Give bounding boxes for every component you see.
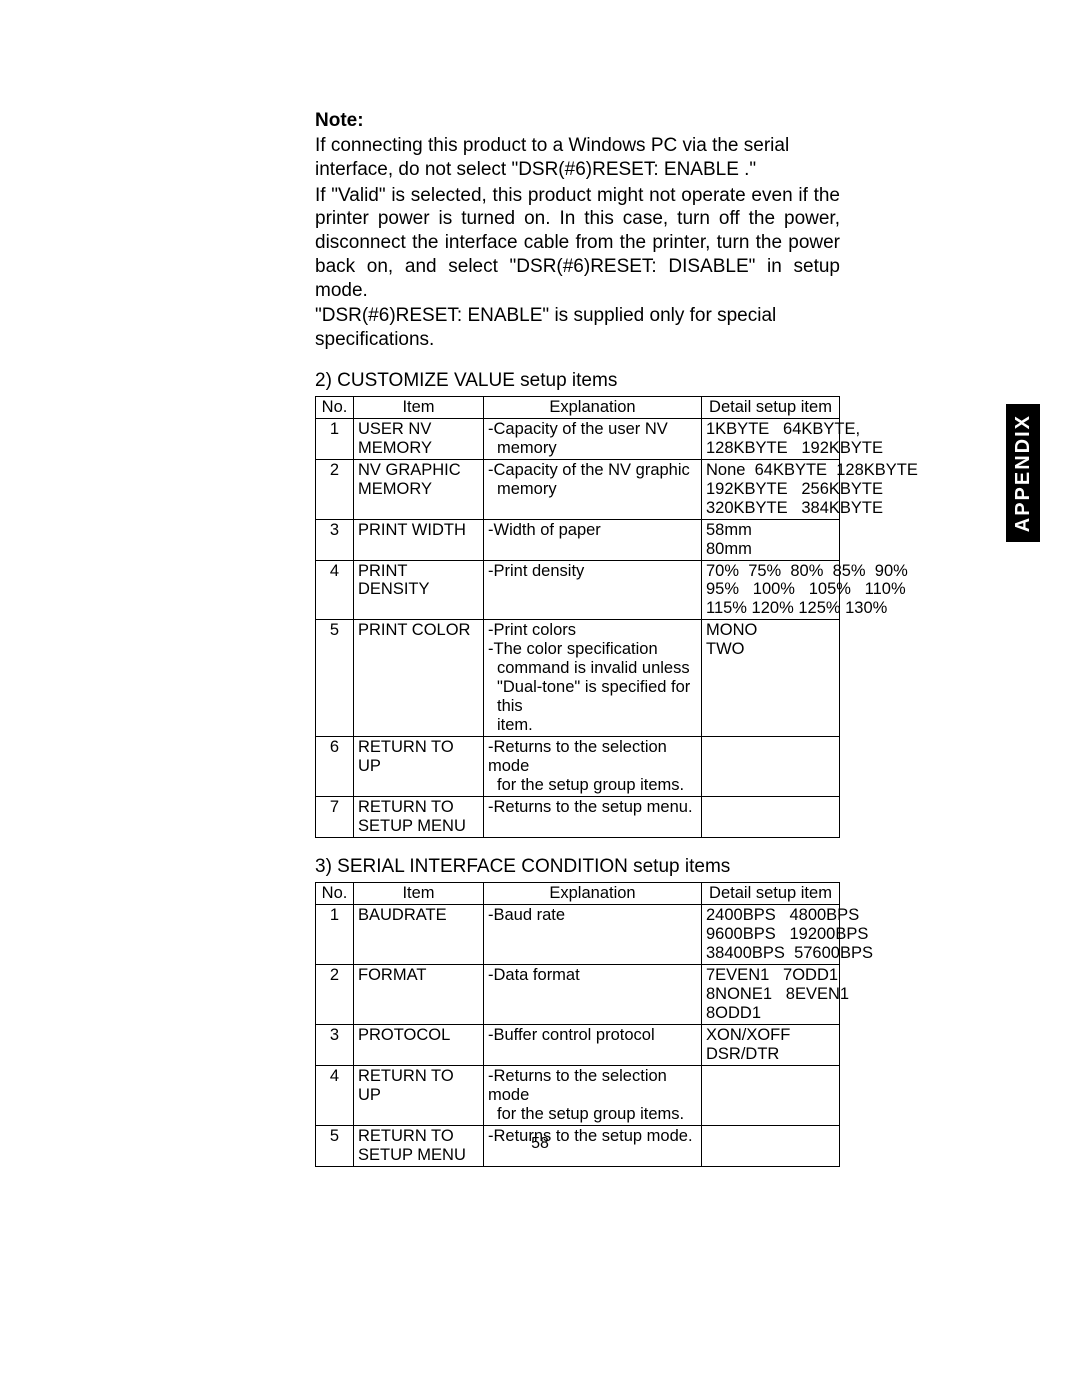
cell-explanation: -Capacity of the NV graphicmemory — [484, 459, 702, 519]
table-row: 1USER NV MEMORY-Capacity of the user NVm… — [316, 418, 840, 459]
table-row: 4PRINT DENSITY-Print density70% 75% 80% … — [316, 560, 840, 620]
cell-detail: 2400BPS 4800BPS9600BPS 19200BPS38400BPS … — [702, 905, 840, 965]
cell-no: 6 — [316, 737, 354, 797]
cell-explanation: -Data format — [484, 964, 702, 1024]
table-header-row: No. Item Explanation Detail setup item — [316, 883, 840, 905]
cell-explanation: -Print density — [484, 560, 702, 620]
col-no: No. — [316, 883, 354, 905]
cell-no: 4 — [316, 560, 354, 620]
col-no: No. — [316, 396, 354, 418]
cell-item: PROTOCOL — [354, 1024, 484, 1065]
cell-explanation: -Returns to the selection modefor the se… — [484, 737, 702, 797]
cell-detail: None 64KBYTE 128KBYTE192KBYTE 256KBYTE32… — [702, 459, 840, 519]
col-item: Item — [354, 396, 484, 418]
cell-explanation: -Returns to the setup menu. — [484, 797, 702, 838]
note-p3: "DSR(#6)RESET: ENABLE" is supplied only … — [315, 304, 840, 352]
cell-explanation: -Returns to the selection modefor the se… — [484, 1065, 702, 1125]
table-header-row: No. Item Explanation Detail setup item — [316, 396, 840, 418]
col-detail: Detail setup item — [702, 883, 840, 905]
cell-item: RETURN TO SETUP MENU — [354, 797, 484, 838]
page-content: Note: If connecting this product to a Wi… — [0, 0, 1080, 1167]
cell-no: 2 — [316, 964, 354, 1024]
cell-item: BAUDRATE — [354, 905, 484, 965]
cell-detail — [702, 1065, 840, 1125]
cell-no: 5 — [316, 620, 354, 737]
table-row: 3PRINT WIDTH-Width of paper58mm80mm — [316, 519, 840, 560]
cell-detail: 7EVEN1 7ODD18NONE1 8EVEN18ODD1 — [702, 964, 840, 1024]
section2-table: No. Item Explanation Detail setup item 1… — [315, 396, 840, 838]
col-expl: Explanation — [484, 396, 702, 418]
cell-no: 7 — [316, 797, 354, 838]
cell-explanation: -Print colors-The color specificationcom… — [484, 620, 702, 737]
col-item: Item — [354, 883, 484, 905]
col-detail: Detail setup item — [702, 396, 840, 418]
cell-detail: XON/XOFFDSR/DTR — [702, 1024, 840, 1065]
col-expl: Explanation — [484, 883, 702, 905]
cell-item: NV GRAPHIC MEMORY — [354, 459, 484, 519]
cell-explanation: -Capacity of the user NVmemory — [484, 418, 702, 459]
note-p2: If "Valid" is selected, this product mig… — [315, 184, 840, 303]
note-p1: If connecting this product to a Windows … — [315, 134, 840, 182]
cell-no: 4 — [316, 1065, 354, 1125]
note-heading: Note: — [315, 110, 840, 132]
cell-item: USER NV MEMORY — [354, 418, 484, 459]
page-number: 58 — [0, 1135, 1080, 1153]
cell-detail — [702, 797, 840, 838]
cell-explanation: -Baud rate — [484, 905, 702, 965]
table-row: 5PRINT COLOR-Print colors-The color spec… — [316, 620, 840, 737]
cell-explanation: -Width of paper — [484, 519, 702, 560]
cell-item: RETURN TO UP — [354, 737, 484, 797]
cell-item: PRINT WIDTH — [354, 519, 484, 560]
cell-detail: 58mm80mm — [702, 519, 840, 560]
section2-title: 2) CUSTOMIZE VALUE setup items — [315, 370, 840, 392]
note-body: If connecting this product to a Windows … — [315, 134, 840, 352]
cell-item: RETURN TO UP — [354, 1065, 484, 1125]
cell-item: PRINT COLOR — [354, 620, 484, 737]
cell-explanation: -Buffer control protocol — [484, 1024, 702, 1065]
cell-detail — [702, 737, 840, 797]
section3-title: 3) SERIAL INTERFACE CONDITION setup item… — [315, 856, 840, 878]
cell-detail: 1KBYTE 64KBYTE,128KBYTE 192KBYTE — [702, 418, 840, 459]
cell-item: FORMAT — [354, 964, 484, 1024]
cell-no: 2 — [316, 459, 354, 519]
cell-no: 1 — [316, 418, 354, 459]
cell-detail: 70% 75% 80% 85% 90%95% 100% 105% 110%115… — [702, 560, 840, 620]
section3-table: No. Item Explanation Detail setup item 1… — [315, 882, 840, 1167]
table-row: 4RETURN TO UP-Returns to the selection m… — [316, 1065, 840, 1125]
cell-no: 3 — [316, 1024, 354, 1065]
table-row: 3PROTOCOL-Buffer control protocolXON/XOF… — [316, 1024, 840, 1065]
table-row: 7RETURN TO SETUP MENU-Returns to the set… — [316, 797, 840, 838]
table-row: 6RETURN TO UP-Returns to the selection m… — [316, 737, 840, 797]
cell-no: 1 — [316, 905, 354, 965]
cell-no: 3 — [316, 519, 354, 560]
table-row: 2FORMAT-Data format7EVEN1 7ODD18NONE1 8E… — [316, 964, 840, 1024]
cell-detail: MONOTWO — [702, 620, 840, 737]
cell-item: PRINT DENSITY — [354, 560, 484, 620]
table-row: 2NV GRAPHIC MEMORY-Capacity of the NV gr… — [316, 459, 840, 519]
table-row: 1BAUDRATE-Baud rate2400BPS 4800BPS9600BP… — [316, 905, 840, 965]
